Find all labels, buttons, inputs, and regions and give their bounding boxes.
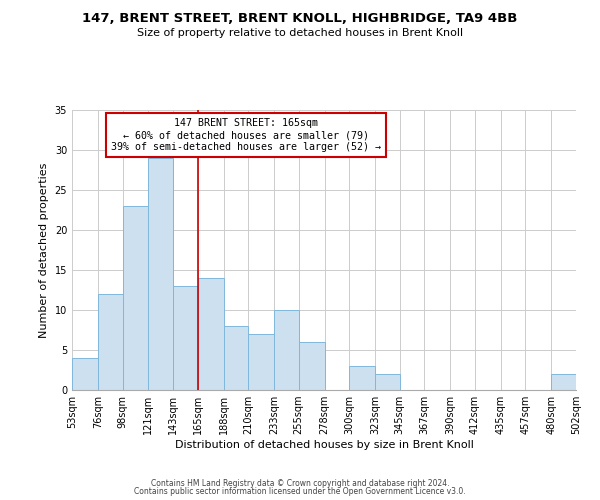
Text: Contains public sector information licensed under the Open Government Licence v3: Contains public sector information licen… (134, 487, 466, 496)
Bar (148, 158, 173, 390)
X-axis label: Distribution of detached houses by size in Brent Knoll: Distribution of detached houses by size … (175, 440, 473, 450)
Bar (274, 310, 299, 390)
Text: Contains HM Land Registry data © Crown copyright and database right 2024.: Contains HM Land Registry data © Crown c… (151, 478, 449, 488)
Y-axis label: Number of detached properties: Number of detached properties (39, 162, 49, 338)
Bar (551, 374, 576, 390)
Bar (349, 366, 375, 390)
Text: 147, BRENT STREET, BRENT KNOLL, HIGHBRIDGE, TA9 4BB: 147, BRENT STREET, BRENT KNOLL, HIGHBRID… (82, 12, 518, 26)
Bar (122, 206, 148, 390)
Text: Size of property relative to detached houses in Brent Knoll: Size of property relative to detached ho… (137, 28, 463, 38)
Text: 147 BRENT STREET: 165sqm
← 60% of detached houses are smaller (79)
39% of semi-d: 147 BRENT STREET: 165sqm ← 60% of detach… (111, 118, 381, 152)
Bar (248, 334, 274, 390)
Bar (173, 286, 198, 390)
Bar (98, 294, 122, 390)
Bar (375, 374, 400, 390)
Bar (198, 278, 224, 390)
Bar (72, 358, 98, 390)
Bar (224, 326, 248, 390)
Bar (299, 342, 325, 390)
